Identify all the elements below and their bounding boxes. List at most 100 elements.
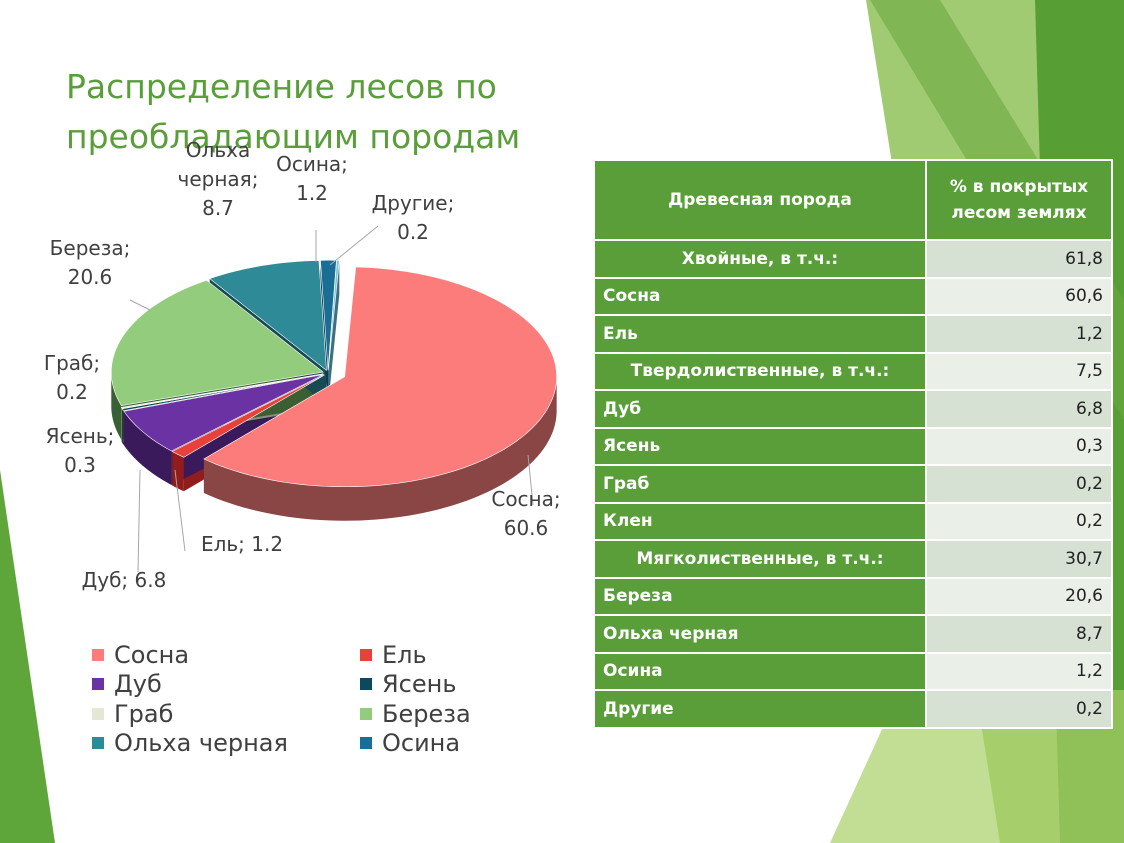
table-row: Ольха черная 8,7 (593, 614, 1113, 654)
data-label-leader-line (329, 225, 379, 266)
pie-data-label-line: 0.3 (64, 453, 96, 477)
table-cell-percent: 8,7 (925, 614, 1113, 654)
legend-swatch (92, 678, 104, 691)
pie-data-label-line: Дуб; 6.8 (82, 568, 167, 592)
pie-data-label-line: Осина; (276, 152, 348, 176)
table-cell-percent: 0,3 (925, 426, 1113, 466)
data-label-leader-line (137, 469, 141, 573)
pie-data-label: Береза; 20.6 (50, 236, 131, 289)
decor-triangle-bottom-right (830, 690, 1124, 843)
table-cell-species: Хвойные, в т.ч.: (593, 239, 927, 279)
pie-data-label-line: Ель; 1.2 (201, 532, 283, 556)
pie-data-label-line: Береза; (50, 236, 131, 260)
pie-data-label: Граб; 0.2 (44, 351, 100, 404)
table-cell-percent: 6,8 (925, 389, 1113, 429)
legend-label: Граб (114, 699, 174, 728)
pie-slice (203, 266, 557, 488)
slide-title-line1: Распределение лесов по (66, 67, 497, 106)
slide-title: Распределение лесов по преобладающим пор… (66, 62, 586, 162)
pie-data-label: Сосна; 60.6 (491, 487, 560, 540)
table-cell-species: Ольха черная (593, 614, 927, 654)
table-cell-percent: 0,2 (925, 464, 1113, 504)
legend-label: Ель (382, 640, 427, 669)
table-header-percent-line1: % в покрытых (949, 177, 1089, 197)
table-cell-percent: 1,2 (925, 314, 1113, 354)
table-cell-species: Ясень (593, 426, 927, 466)
legend-swatch (360, 737, 372, 750)
table-cell-species: Мягколиственные, в т.ч.: (593, 539, 927, 579)
pie-data-label-line: черная; (178, 167, 259, 191)
data-label-leader-line (129, 299, 151, 311)
table-cell-species: Другие (593, 689, 927, 729)
legend-item: Ольха черная (92, 729, 360, 759)
pie-data-label-line: 1.2 (296, 181, 328, 205)
legend-label: Дуб (114, 670, 162, 699)
table-row: Твердолиственные, в т.ч.: 7,5 (593, 351, 1113, 391)
legend-swatch (360, 648, 372, 661)
table-cell-species: Осина (593, 651, 927, 691)
legend-item: Ель (360, 640, 520, 670)
legend-label: Береза (382, 699, 471, 728)
table-cell-percent: 7,5 (925, 351, 1113, 391)
pie-data-label: Дуб; 6.8 (82, 568, 167, 592)
legend-label: Ольха черная (114, 729, 288, 758)
table-cell-species: Граб (593, 464, 927, 504)
pie-data-label: Ольха черная; 8.7 (178, 138, 259, 220)
data-label-leader-line (174, 469, 186, 552)
table-row: Сосна 60,6 (593, 276, 1113, 316)
table-cell-percent: 30,7 (925, 539, 1113, 579)
pie-data-label-line: Сосна; (491, 487, 560, 511)
table-cell-species: Береза (593, 576, 927, 616)
pie-data-label-line: 60.6 (504, 516, 549, 540)
table-cell-species: Дуб (593, 389, 927, 429)
pie-data-label: Другие; 0.2 (372, 191, 455, 244)
pie-data-labels: Сосна; 60.6 Ель; 1.2 Дуб; 6.8 Ясень; 0.3 Граб;… (44, 138, 561, 592)
legend-item: Береза (360, 699, 520, 729)
legend-swatch (360, 707, 372, 720)
pie-slice (120, 373, 324, 410)
pie-slice (171, 374, 325, 458)
pie-slice (110, 279, 325, 406)
chart-legend: Сосна Ель Дуб Ясень Граб Береза Ольха черная Ос… (92, 640, 512, 758)
pie-data-label: Ель; 1.2 (201, 532, 283, 556)
legend-item: Ясень (360, 670, 520, 700)
table-row: Ясень 0,3 (593, 426, 1113, 466)
table-row: Береза 20,6 (593, 576, 1113, 616)
table-cell-species: Клен (593, 501, 927, 541)
pie-slice-wall (203, 377, 557, 521)
legend-label: Осина (382, 729, 461, 758)
legend-swatch (360, 678, 372, 691)
pie-tops (110, 259, 557, 488)
pie-data-label-line: Другие; (372, 191, 455, 215)
legend-label: Сосна (114, 640, 190, 669)
table-cell-species: Твердолиственные, в т.ч.: (593, 351, 927, 391)
pie-data-label-line: 8.7 (202, 196, 234, 220)
pie-data-label-line: 20.6 (68, 265, 113, 289)
decor-triangle-left (0, 470, 55, 843)
pie-slice (327, 260, 340, 371)
table-row: Клен 0,2 (593, 501, 1113, 541)
table-row: Граб 0,2 (593, 464, 1113, 504)
table-cell-percent: 60,6 (925, 276, 1113, 316)
forest-species-table: Древесная порода % в покрытых лесом земл… (593, 159, 1113, 729)
table-cell-percent: 0,2 (925, 689, 1113, 729)
pie-data-label-line: Ясень; (46, 424, 115, 448)
legend-swatch (92, 648, 104, 661)
pie-chart: Сосна; 60.6 Ель; 1.2 Дуб; 6.8 Ясень; 0.3 Граб;… (44, 138, 561, 592)
legend-item: Осина (360, 729, 520, 759)
pie-data-label-line: Ольха (186, 138, 250, 162)
pie-data-label: Ясень; 0.3 (46, 424, 115, 477)
pie-data-label-line: 0.2 (56, 380, 88, 404)
table-row: Ель 1,2 (593, 314, 1113, 354)
legend-item: Сосна (92, 640, 360, 670)
table-cell-percent: 0,2 (925, 501, 1113, 541)
table-cell-percent: 1,2 (925, 651, 1113, 691)
pie-data-label-line: Граб; (44, 351, 100, 375)
slide-title-line2: преобладающим породам (66, 117, 521, 156)
pie-slice (209, 260, 327, 372)
legend-item: Дуб (92, 670, 360, 700)
pie-data-label-line: 0.2 (397, 220, 429, 244)
pie-slice-wall (123, 411, 172, 485)
pie-slice-wall (121, 407, 123, 443)
table-header-percent-line2: лесом землях (951, 203, 1087, 223)
